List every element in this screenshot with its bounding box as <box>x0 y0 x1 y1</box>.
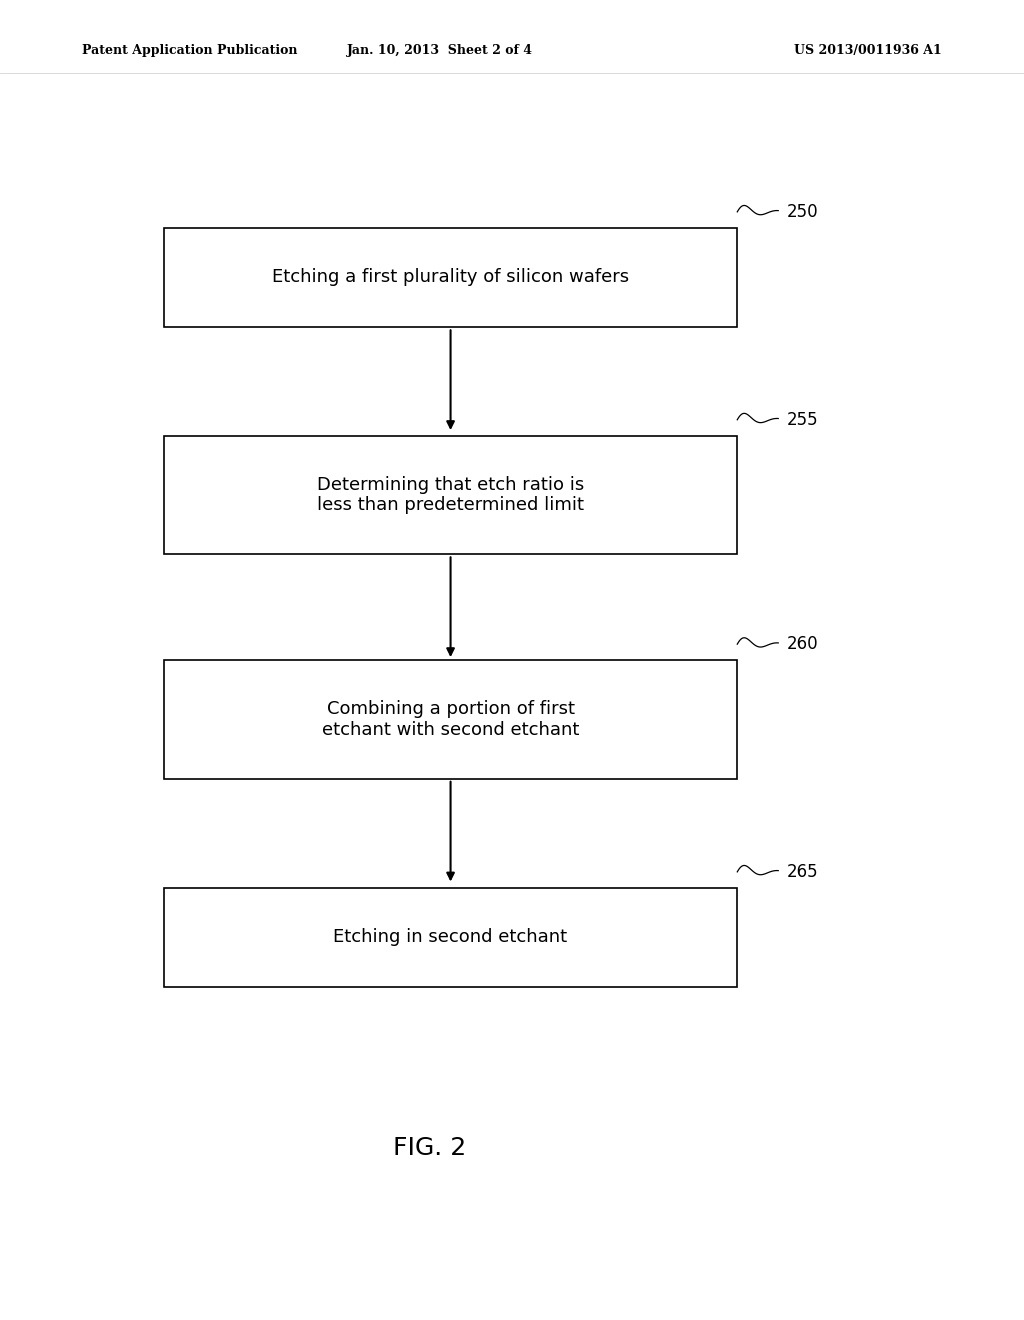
Text: Determining that etch ratio is
less than predetermined limit: Determining that etch ratio is less than… <box>317 475 584 515</box>
Text: 250: 250 <box>786 203 818 220</box>
Text: 265: 265 <box>786 863 818 880</box>
Text: Combining a portion of first
etchant with second etchant: Combining a portion of first etchant wit… <box>322 700 580 739</box>
FancyBboxPatch shape <box>164 660 737 779</box>
Text: US 2013/0011936 A1: US 2013/0011936 A1 <box>795 44 942 57</box>
FancyBboxPatch shape <box>164 436 737 554</box>
FancyBboxPatch shape <box>164 227 737 326</box>
Text: Etching in second etchant: Etching in second etchant <box>334 928 567 946</box>
Text: 255: 255 <box>786 411 818 429</box>
Text: 260: 260 <box>786 635 818 653</box>
Text: FIG. 2: FIG. 2 <box>393 1137 467 1160</box>
Text: Etching a first plurality of silicon wafers: Etching a first plurality of silicon waf… <box>272 268 629 286</box>
Text: Patent Application Publication: Patent Application Publication <box>82 44 297 57</box>
Text: Jan. 10, 2013  Sheet 2 of 4: Jan. 10, 2013 Sheet 2 of 4 <box>347 44 534 57</box>
FancyBboxPatch shape <box>164 887 737 987</box>
